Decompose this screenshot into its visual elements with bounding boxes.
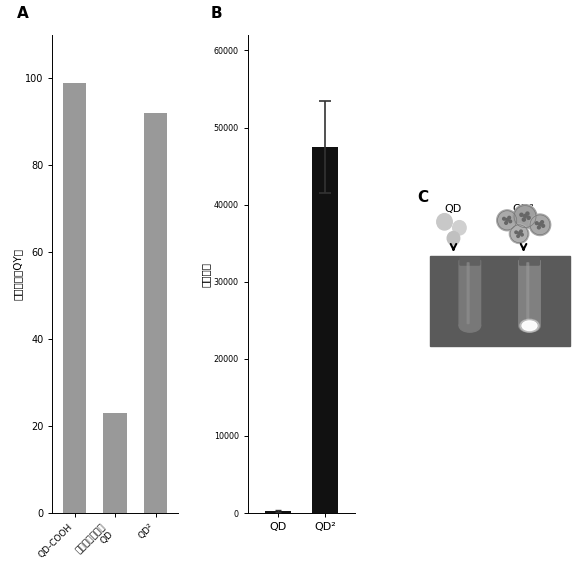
Bar — [63, 83, 86, 513]
Ellipse shape — [520, 319, 539, 332]
Circle shape — [524, 215, 526, 217]
Ellipse shape — [519, 319, 540, 332]
FancyBboxPatch shape — [519, 261, 540, 326]
Bar — [265, 511, 291, 513]
Text: A: A — [17, 6, 29, 22]
Ellipse shape — [437, 213, 452, 230]
Circle shape — [515, 231, 518, 234]
Circle shape — [526, 212, 529, 215]
Circle shape — [517, 235, 519, 237]
Bar — [312, 147, 338, 513]
Y-axis label: 量子収率（QY）: 量子収率（QY） — [12, 248, 22, 300]
Circle shape — [518, 232, 521, 234]
Y-axis label: 荧光強度: 荧光強度 — [201, 262, 211, 286]
Text: B: B — [210, 6, 222, 22]
FancyBboxPatch shape — [519, 258, 539, 265]
Circle shape — [535, 222, 538, 224]
Bar — [144, 113, 167, 513]
Text: C: C — [417, 191, 429, 205]
Text: QD: QD — [445, 204, 462, 214]
Circle shape — [522, 218, 525, 221]
Circle shape — [540, 221, 543, 223]
FancyBboxPatch shape — [467, 263, 469, 324]
Circle shape — [539, 223, 542, 226]
Circle shape — [520, 230, 522, 233]
Circle shape — [497, 210, 518, 231]
Text: QD²: QD² — [512, 204, 535, 214]
Circle shape — [542, 224, 545, 227]
FancyBboxPatch shape — [460, 258, 480, 265]
Circle shape — [538, 226, 540, 229]
Circle shape — [520, 213, 523, 216]
FancyBboxPatch shape — [459, 261, 480, 326]
Circle shape — [529, 214, 551, 236]
Circle shape — [527, 216, 530, 219]
Circle shape — [513, 205, 537, 229]
FancyBboxPatch shape — [527, 263, 529, 324]
Ellipse shape — [459, 319, 480, 332]
Circle shape — [521, 233, 523, 236]
Circle shape — [503, 217, 505, 220]
Bar — [430, 256, 570, 346]
Ellipse shape — [447, 231, 460, 245]
Ellipse shape — [453, 220, 466, 235]
Circle shape — [506, 219, 508, 221]
Circle shape — [510, 224, 529, 244]
Bar — [103, 413, 127, 513]
Ellipse shape — [522, 321, 537, 331]
Circle shape — [509, 220, 512, 223]
Circle shape — [508, 216, 511, 219]
Circle shape — [505, 222, 507, 224]
